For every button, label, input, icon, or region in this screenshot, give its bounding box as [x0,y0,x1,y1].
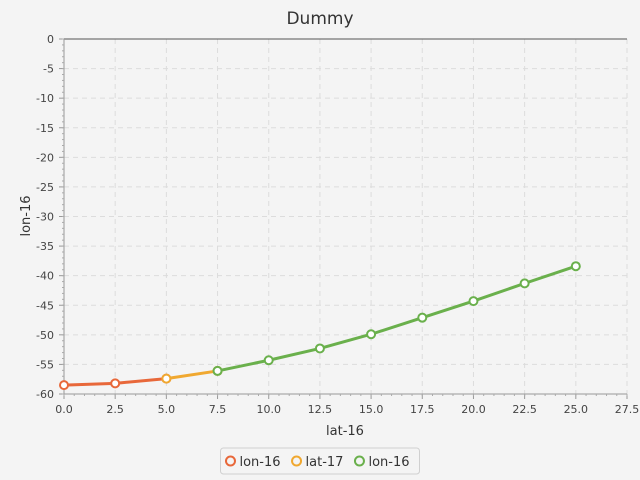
series-line [164,369,220,381]
x-tick-label: 7.5 [209,403,227,416]
y-tick-label: -15 [36,122,54,135]
y-tick-label: -5 [43,63,54,76]
data-point[interactable] [366,329,377,340]
data-point[interactable] [519,278,530,289]
data-point[interactable] [468,296,479,307]
x-tick-label: 17.5 [410,403,435,416]
data-point[interactable] [417,312,428,323]
series-line [216,264,578,373]
y-tick-label: -55 [36,358,54,371]
x-tick-label: 12.5 [308,403,333,416]
y-tick-label: 0 [47,33,54,46]
x-tick-label: 22.5 [512,403,537,416]
grid-lines [64,39,628,395]
x-tick-label: 0.0 [55,403,73,416]
x-tick-label: 20.0 [461,403,486,416]
y-tick-label: -30 [36,211,54,224]
legend-item[interactable]: lat-17 [291,455,344,470]
data-point[interactable] [161,373,172,384]
data-point[interactable] [314,343,325,354]
data-point[interactable] [570,261,581,272]
chart-title: Dummy [286,9,353,29]
series-lines [59,261,581,391]
legend-marker [353,455,365,467]
x-tick-label: 15.0 [359,403,384,416]
x-tick-label: 10.0 [256,403,281,416]
legend-label: lon-16 [368,455,409,470]
legend: lon-16 lat-17 lon-16 [219,447,421,475]
data-point[interactable] [110,378,121,389]
y-axis-title: lon-16 [19,195,34,236]
x-tick-label: 2.5 [106,403,124,416]
x-tick-label: 25.0 [564,403,589,416]
legend-item[interactable]: lon-16 [224,455,281,470]
legend-marker [291,455,303,467]
y-tick-label: -25 [36,181,54,194]
x-tick-label: 5.0 [158,403,176,416]
data-point[interactable] [59,380,69,391]
legend-marker [224,455,236,467]
x-tick-label: 27.5 [615,403,640,416]
data-point[interactable] [263,355,274,366]
legend-label: lat-17 [306,455,344,470]
y-axis-ticks: 0 -5 -10 -15 -20 -25 -30 -35 -40 -45 -50 -55 -60 [36,33,64,401]
data-point[interactable] [212,365,223,376]
y-tick-label: -60 [36,388,54,401]
legend-label: lon-16 [239,455,280,470]
y-tick-label: -10 [36,92,54,105]
legend-item[interactable]: lon-16 [353,455,410,470]
legend-items: lon-16 lat-17 lon-16 [224,455,410,470]
legend-box [219,447,421,475]
y-tick-label: -50 [36,329,54,342]
y-tick-label: -35 [36,240,54,253]
x-axis-title: lat-16 [326,424,364,439]
y-tick-label: -40 [36,270,54,283]
y-tick-label: -45 [36,299,54,312]
x-axis-ticks: 0.0 2.5 5.0 7.5 10.0 12.5 15.0 17.5 20.0 22.5 25.0… [55,394,639,416]
series-3 [212,261,581,376]
y-tick-label: -20 [36,151,54,164]
